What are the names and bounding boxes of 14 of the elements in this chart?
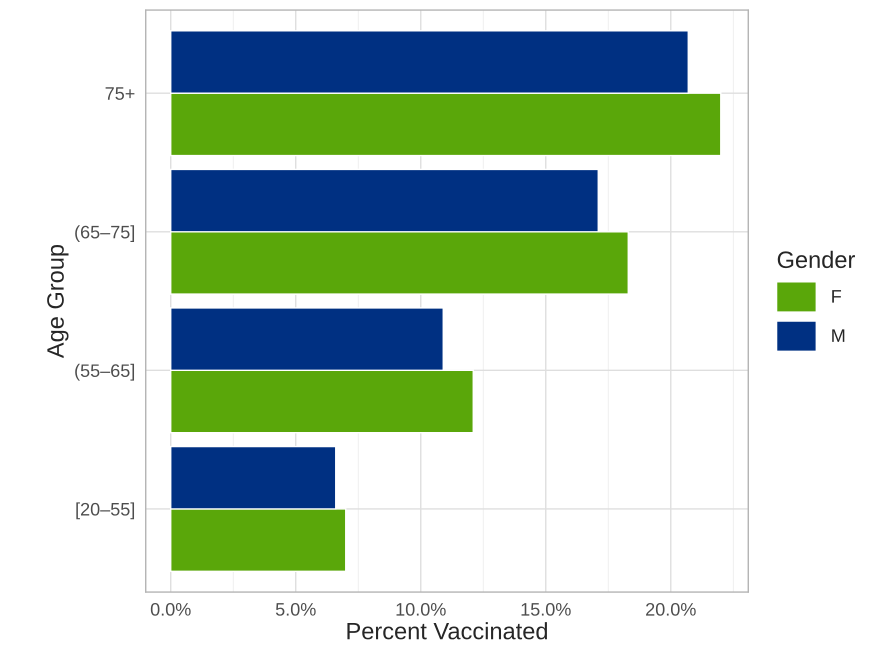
y-tick-label: (55–65] <box>75 364 134 381</box>
legend-label: M <box>832 329 844 342</box>
y-axis-title: Age Group <box>47 244 69 358</box>
x-tick-label: 20.0% <box>646 602 696 616</box>
x-axis-title: Percent Vaccinated <box>347 622 547 640</box>
legend-title: Gender <box>778 250 855 268</box>
legend-label: F <box>832 290 842 303</box>
y-tick-label: [20–55] <box>76 502 134 520</box>
x-tick-label: 5.0% <box>276 602 316 616</box>
x-tick-label: 15.0% <box>522 602 571 616</box>
x-tick-label: 10.0% <box>396 602 446 616</box>
y-tick-label: 75+ <box>106 87 134 100</box>
y-tick-label: (65–75] <box>75 225 134 242</box>
x-tick-label: 0.0% <box>150 602 191 616</box>
